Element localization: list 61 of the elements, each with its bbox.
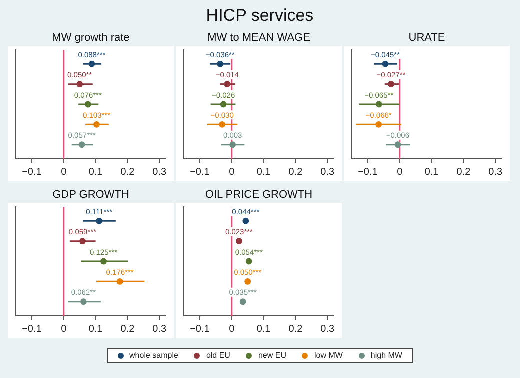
x-tick-label: 0.3 (152, 324, 168, 335)
point (240, 298, 246, 306)
chart-title: HICP services (205, 6, 315, 27)
point (244, 278, 252, 285)
point (116, 278, 124, 285)
point (84, 101, 92, 108)
x-tick-label: 0.3 (152, 166, 168, 178)
chart-title: GDP GROWTH (52, 189, 130, 203)
point (96, 218, 102, 224)
x-tick-label: 0.1 (256, 324, 272, 335)
point (80, 238, 86, 245)
point (382, 60, 389, 68)
x-tick-label: 0.3 (320, 166, 336, 178)
legend-label: old EU (206, 351, 230, 360)
point (230, 142, 236, 148)
point (217, 60, 224, 68)
point (224, 81, 231, 88)
point (94, 121, 100, 128)
chart-title: MW growth rate (51, 32, 131, 46)
x-tick-label: 0.3 (320, 324, 336, 335)
point (388, 81, 394, 88)
x-tick-label: 0 (61, 324, 68, 335)
x-tick-label: −0.1 (190, 166, 210, 178)
point (376, 121, 382, 128)
x-tick-label: −0.1 (22, 166, 42, 178)
x-tick-label: 0.3 (488, 166, 504, 178)
point (80, 298, 87, 306)
point (220, 101, 227, 108)
point (88, 60, 96, 68)
legend-label: whole sample (130, 351, 178, 360)
x-tick-label: 0.2 (120, 166, 136, 178)
legend-label: low MW (314, 351, 343, 360)
x-tick-label: −0.1 (358, 166, 378, 178)
chart-title: URATE (408, 32, 446, 46)
x-tick-label: 0.1 (256, 166, 272, 178)
x-tick-label: −0.1 (190, 324, 210, 335)
x-tick-label: 0 (229, 324, 236, 335)
point (100, 258, 107, 265)
x-tick-label: 0 (61, 166, 68, 178)
point (242, 218, 250, 224)
x-tick-label: 0.1 (424, 166, 440, 178)
x-tick-label: 0.1 (88, 166, 104, 178)
point (219, 121, 226, 128)
chart-title: OIL PRICE GROWTH (204, 189, 314, 203)
chart-subtitle: MW to MEAN WAGE (206, 32, 312, 46)
point (236, 238, 242, 245)
legend-label: high MW (370, 351, 402, 360)
point (394, 142, 402, 148)
point (76, 81, 84, 88)
point (376, 101, 382, 108)
x-tick-label: −0.1 (22, 324, 42, 335)
point (246, 258, 252, 265)
x-tick-label: 0 (397, 166, 404, 178)
x-tick-label: 0.2 (120, 324, 136, 335)
legend-label: new EU (258, 351, 286, 360)
x-tick-label: 0.2 (288, 324, 304, 335)
x-tick-label: 0.2 (288, 166, 304, 178)
x-tick-label: 0.1 (88, 324, 104, 335)
point (78, 142, 86, 148)
x-tick-label: 0.2 (456, 166, 472, 178)
x-tick-label: 0 (229, 166, 236, 178)
